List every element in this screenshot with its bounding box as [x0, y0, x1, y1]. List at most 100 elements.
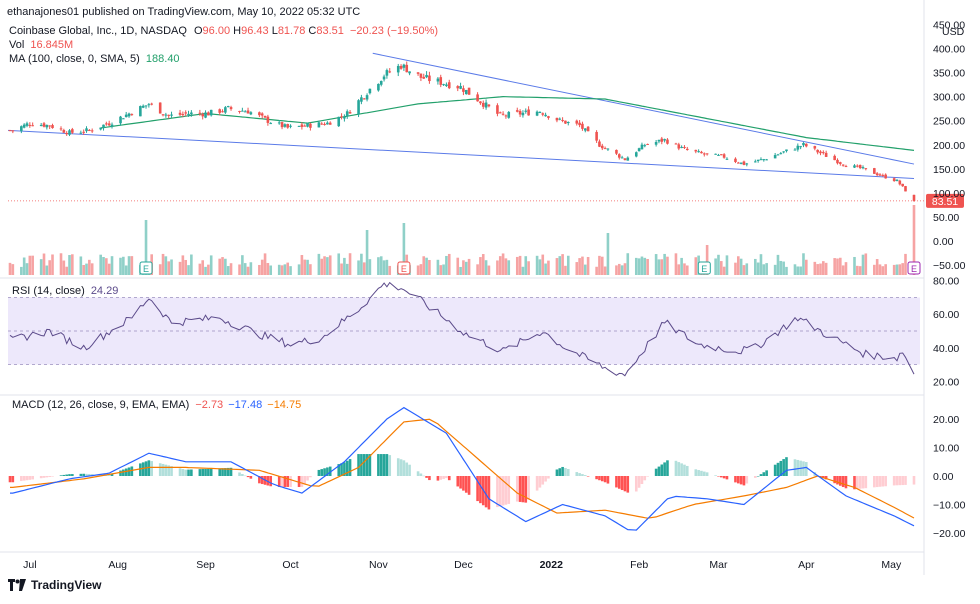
candle-body — [280, 122, 284, 128]
volume-bar — [119, 257, 122, 275]
volume-bar — [487, 265, 491, 275]
macd-histogram-bar — [22, 476, 26, 481]
macd-histogram-bar — [765, 470, 768, 476]
volume-legend[interactable]: Vol 16.845M — [9, 39, 73, 51]
symbol-legend[interactable]: Coinbase Global, Inc., 1D, NASDAQ O96.00… — [9, 25, 438, 37]
candle-body — [603, 148, 607, 150]
volume-bar — [368, 259, 372, 275]
candle-body — [666, 139, 669, 144]
candle-body — [623, 158, 627, 161]
volume-bar — [221, 257, 224, 275]
volume-bar — [864, 253, 868, 275]
macd-axis-tick: −20.00 — [933, 528, 966, 540]
earnings-marker[interactable] — [907, 261, 921, 275]
macd-histogram-bar — [841, 476, 845, 488]
candle-body — [785, 149, 788, 152]
volume-bar — [238, 264, 241, 275]
candle-body — [694, 149, 698, 152]
candle-body — [238, 110, 241, 112]
macd-histogram-bar — [337, 464, 341, 476]
macd-histogram-bar — [408, 464, 411, 476]
macd-histogram-bar — [167, 465, 170, 476]
volume-bar — [737, 256, 740, 275]
macd-histogram-bar — [141, 462, 145, 476]
earnings-marker[interactable] — [697, 261, 711, 275]
candle-body — [31, 125, 34, 127]
macd-axis-tick: −10.00 — [933, 500, 966, 512]
macd-histogram-bar — [309, 476, 312, 478]
candle-body — [714, 153, 717, 155]
candle-body — [822, 152, 825, 154]
candle-body — [841, 164, 845, 166]
volume-bar — [425, 257, 428, 275]
candle-body — [362, 98, 366, 100]
candle-body — [742, 161, 746, 165]
candle-body — [102, 124, 105, 128]
earnings-marker[interactable] — [139, 261, 153, 275]
macd-histogram-bar — [28, 476, 32, 480]
volume-bar — [782, 261, 785, 275]
ma-value: 188.40 — [145, 53, 180, 65]
rsi-axis-tick: 80.00 — [933, 276, 959, 288]
macd-histogram-bar — [538, 476, 542, 488]
macd-histogram-bar — [564, 467, 567, 476]
macd-histogram-bar — [779, 460, 783, 476]
macd-histogram-bar — [640, 476, 644, 485]
macd-histogram-bar — [583, 475, 587, 476]
macd-histogram-bar — [615, 476, 618, 488]
volume-series — [8, 205, 916, 275]
macd-histogram-bar — [258, 476, 261, 484]
macd-histogram-bar — [785, 457, 788, 476]
candle-body — [737, 162, 740, 164]
earnings-marker[interactable] — [397, 261, 411, 275]
rsi-legend[interactable]: RSI (14, close) 24.29 — [12, 285, 118, 297]
candle-body — [260, 113, 264, 116]
volume-bar — [654, 254, 658, 275]
ma-legend[interactable]: MA (100, close, 0, SMA, 5) 188.40 — [9, 53, 180, 65]
macd-histogram-bar — [626, 476, 630, 493]
candle-body — [416, 72, 420, 74]
volume-bar — [419, 264, 423, 275]
volume-bar — [603, 266, 607, 275]
macd-histogram-bar — [207, 468, 210, 476]
volume-bar — [822, 261, 825, 275]
macd-legend[interactable]: MACD (12, 26, close, 9, EMA, EMA) −2.73 … — [12, 399, 301, 411]
macd-histogram-bar — [317, 469, 321, 476]
volume-bar — [861, 254, 865, 275]
macd-histogram-bar — [737, 476, 740, 484]
volume-bar — [901, 263, 904, 275]
volume-bar — [581, 256, 584, 275]
volume-bar — [201, 260, 205, 275]
volume-bar — [42, 253, 46, 275]
high-value: 96.43 — [241, 25, 269, 37]
macd-histogram-bar — [754, 476, 757, 478]
candle-body — [396, 65, 400, 73]
volume-bar — [345, 263, 349, 275]
volume-bar — [765, 263, 768, 275]
candle-body — [365, 95, 369, 100]
time-axis-tick: Jul — [23, 559, 36, 571]
volume-bar — [187, 265, 190, 275]
tradingview-logo[interactable]: TradingView — [8, 578, 101, 592]
macd-histogram-bar — [139, 463, 142, 476]
volume-bar — [824, 262, 828, 275]
volume-bar — [643, 257, 647, 275]
candle-body — [878, 174, 882, 176]
candle-body — [895, 179, 899, 182]
price-axis-tick: 150.00 — [933, 164, 965, 176]
macd-histogram-bar — [717, 476, 720, 477]
macd-histogram-bar — [300, 476, 304, 487]
candle-body — [544, 114, 547, 117]
volume-bar — [725, 255, 729, 275]
macd-histogram-bar — [42, 476, 46, 478]
volume-bar — [65, 266, 68, 275]
macd-histogram-bar — [385, 454, 389, 476]
candle-body — [904, 186, 907, 192]
candle-body — [734, 158, 737, 163]
macd-histogram-bar — [702, 471, 706, 476]
macd-histogram-bar — [209, 468, 213, 476]
volume-bar — [456, 257, 460, 275]
macd-label: MACD (12, 26, close, 9, EMA, EMA) — [12, 399, 190, 411]
time-axis-tick: Oct — [282, 559, 298, 571]
